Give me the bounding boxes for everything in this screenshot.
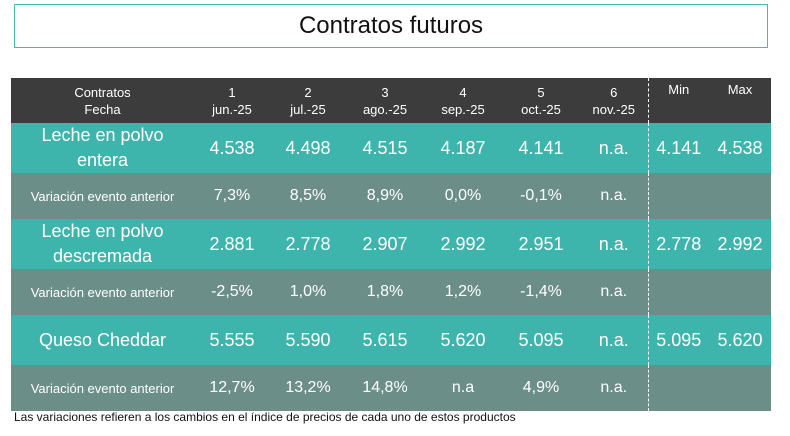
- header-contract-3: 3 ago.-25: [346, 78, 424, 123]
- value-cell: 4.187: [424, 123, 502, 173]
- header-contract-2: 2 jul.-25: [270, 78, 346, 123]
- value-cell: 2.778: [270, 219, 346, 269]
- value-cell: 0,0%: [424, 173, 502, 219]
- max-cell: 5.620: [709, 315, 771, 365]
- value-cell: 5.620: [424, 315, 502, 365]
- value-cell: 2.881: [194, 219, 270, 269]
- value-cell: n.a.: [580, 123, 648, 173]
- row-name: Leche en polvo descremada: [11, 219, 194, 269]
- value-cell: 14,8%: [346, 365, 424, 411]
- value-cell: 4.515: [346, 123, 424, 173]
- min-cell: 2.778: [647, 219, 709, 269]
- contract-number: 3: [381, 84, 389, 100]
- contract-number: 1: [228, 84, 236, 100]
- value-cell: 4.538: [194, 123, 270, 173]
- max-cell: 2.992: [709, 219, 771, 269]
- table-row: Queso Cheddar 5.555 5.590 5.615 5.620 5.…: [11, 315, 771, 365]
- value-cell: 7,3%: [194, 173, 270, 219]
- header-label-fecha: Fecha: [84, 101, 121, 117]
- value-cell: 4.141: [502, 123, 580, 173]
- value-cell: 2.992: [424, 219, 502, 269]
- value-cell: n.a.: [580, 315, 648, 365]
- page-title: Contratos futuros: [14, 4, 768, 48]
- header-label-cell: Contratos Fecha: [11, 78, 194, 123]
- min-cell: [647, 173, 709, 219]
- value-cell: 8,5%: [270, 173, 346, 219]
- value-cell: 2.907: [346, 219, 424, 269]
- value-cell: n.a.: [580, 269, 648, 315]
- max-cell: 4.538: [709, 123, 771, 173]
- value-cell: 4,9%: [502, 365, 580, 411]
- contract-number: 4: [459, 84, 467, 100]
- value-cell: n.a.: [580, 365, 648, 411]
- contract-date: jul.-25: [290, 101, 326, 117]
- value-cell: 13,2%: [270, 365, 346, 411]
- table-row: Variación evento anterior 12,7% 13,2% 14…: [11, 365, 771, 411]
- row-name: Variación evento anterior: [11, 365, 194, 411]
- header-label-contratos: Contratos: [74, 84, 131, 100]
- value-cell: 1,2%: [424, 269, 502, 315]
- value-cell: 1,0%: [270, 269, 346, 315]
- value-cell: 4.498: [270, 123, 346, 173]
- header-contract-5: 5 oct.-25: [502, 78, 580, 123]
- min-cell: [647, 269, 709, 315]
- value-cell: -0,1%: [502, 173, 580, 219]
- header-contract-4: 4 sep.-25: [424, 78, 502, 123]
- contract-date: jun.-25: [212, 101, 252, 117]
- min-cell: 4.141: [647, 123, 709, 173]
- contract-number: 2: [304, 84, 312, 100]
- value-cell: 5.555: [194, 315, 270, 365]
- table-header-row: Contratos Fecha 1 jun.-25 2 jul.-25 3 ago.-…: [11, 78, 771, 123]
- table-row: Variación evento anterior 7,3% 8,5% 8,9%…: [11, 173, 771, 219]
- header-contract-6: 6 nov.-25: [580, 78, 648, 123]
- futures-table: Contratos Fecha 1 jun.-25 2 jul.-25 3 ago.-…: [11, 78, 771, 411]
- row-name-line2: entera: [76, 150, 129, 170]
- value-cell: 5.095: [502, 315, 580, 365]
- max-cell: [709, 173, 771, 219]
- contract-date: oct.-25: [521, 101, 561, 117]
- table-row: Variación evento anterior -2,5% 1,0% 1,8…: [11, 269, 771, 315]
- footnote: Las variaciones refieren a los cambios e…: [14, 410, 516, 424]
- value-cell: 1,8%: [346, 269, 424, 315]
- value-cell: n.a: [424, 365, 502, 411]
- value-cell: 5.590: [270, 315, 346, 365]
- table-row: Leche en polvo descremada 2.881 2.778 2.9…: [11, 219, 771, 269]
- value-cell: -1,4%: [502, 269, 580, 315]
- value-cell: n.a.: [580, 219, 648, 269]
- min-cell: 5.095: [647, 315, 709, 365]
- row-name-line1: Leche en polvo: [41, 221, 164, 241]
- contract-number: 6: [610, 84, 618, 100]
- contract-date: sep.-25: [441, 101, 485, 117]
- value-cell: n.a.: [580, 173, 648, 219]
- contract-date: ago.-25: [362, 101, 408, 117]
- max-cell: [709, 269, 771, 315]
- row-name-line2: descremada: [52, 246, 153, 266]
- contract-number: 5: [537, 84, 545, 100]
- row-name-line1: Leche en polvo: [41, 125, 164, 145]
- row-name: Variación evento anterior: [11, 269, 194, 315]
- table-row: Leche en polvo entera 4.538 4.498 4.515 4…: [11, 123, 771, 173]
- row-name: Queso Cheddar: [11, 315, 194, 365]
- value-cell: 12,7%: [194, 365, 270, 411]
- max-cell: [709, 365, 771, 411]
- header-max: Max: [709, 78, 771, 123]
- header-min: Min: [647, 78, 709, 123]
- page-title-text: Contratos futuros: [298, 12, 484, 39]
- value-cell: -2,5%: [194, 269, 270, 315]
- value-cell: 5.615: [346, 315, 424, 365]
- value-cell: 8,9%: [346, 173, 424, 219]
- row-name: Variación evento anterior: [11, 173, 194, 219]
- min-cell: [647, 365, 709, 411]
- row-name: Leche en polvo entera: [11, 123, 194, 173]
- header-contract-1: 1 jun.-25: [194, 78, 270, 123]
- contract-date: nov.-25: [592, 101, 635, 117]
- value-cell: 2.951: [502, 219, 580, 269]
